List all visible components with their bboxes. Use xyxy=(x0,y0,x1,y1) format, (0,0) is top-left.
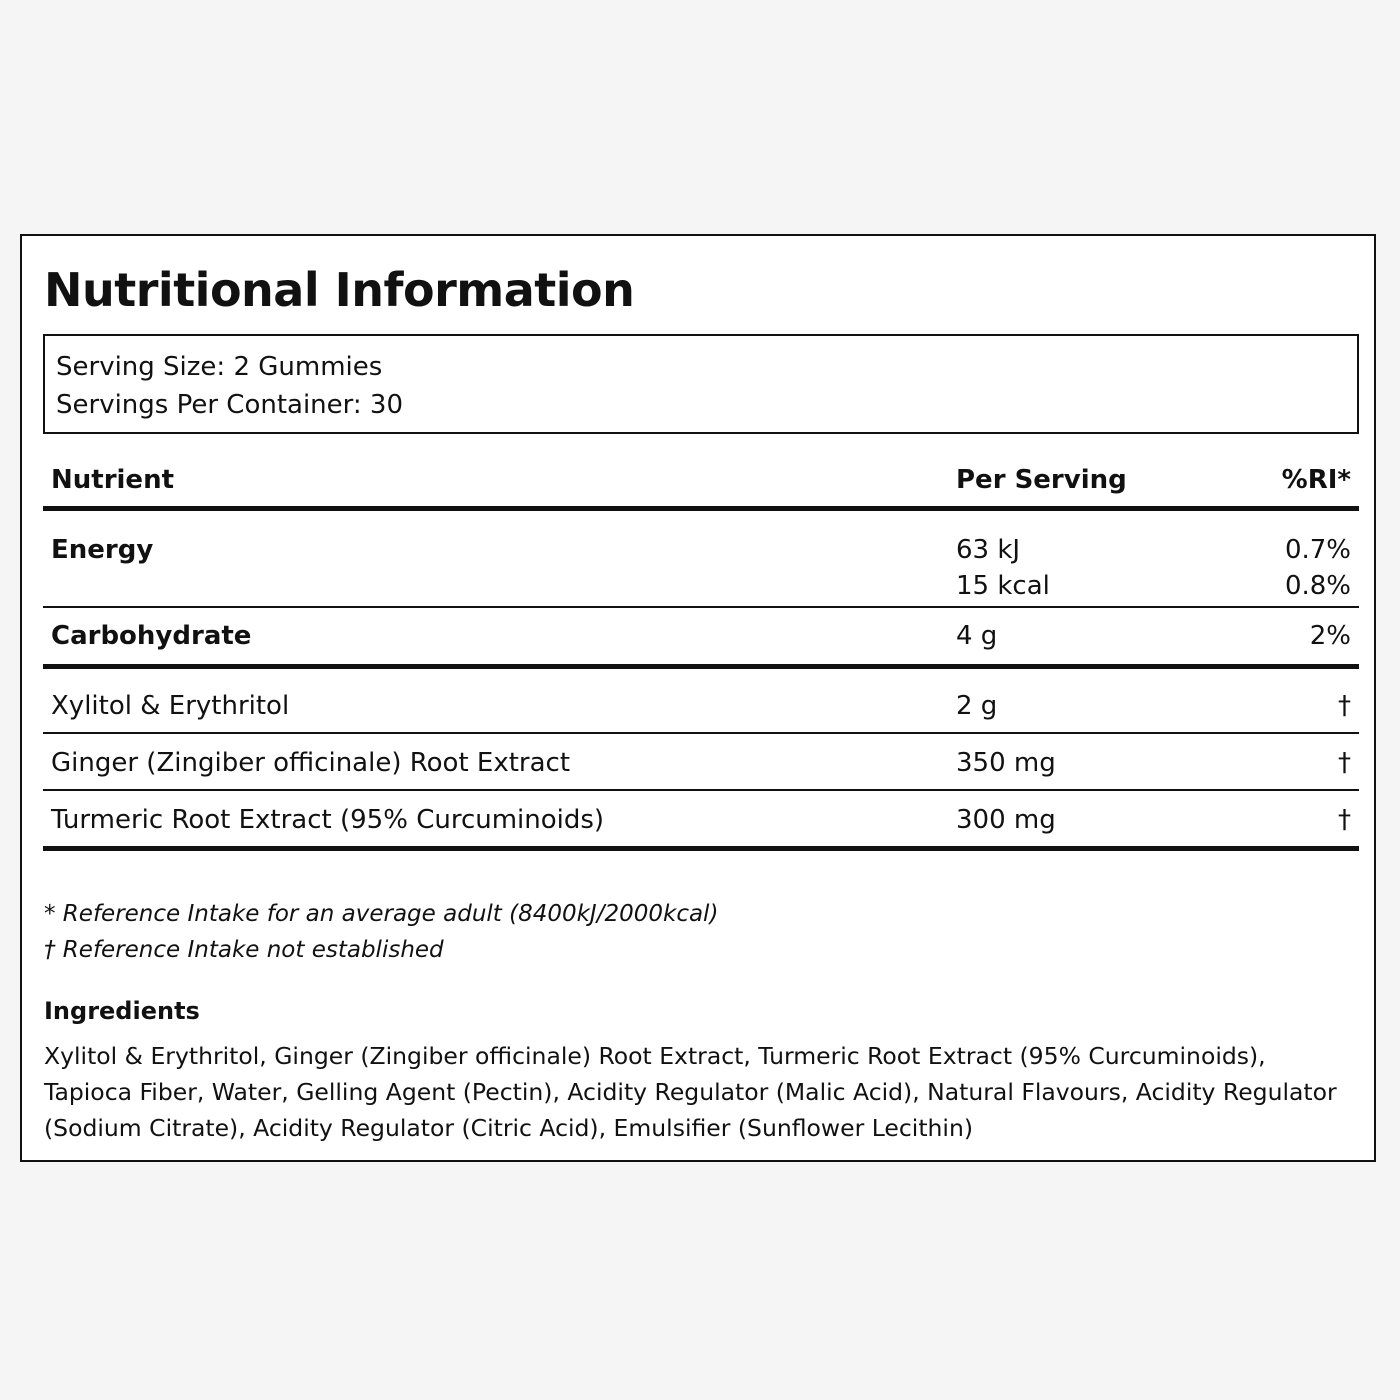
table-row: Xylitol & Erythritol 2 g † xyxy=(43,669,1359,732)
ingredient-row-name: Ginger (Zingiber officinale) Root Extrac… xyxy=(51,748,571,778)
row-divider xyxy=(43,606,1359,608)
table-row-energy-kcal: 15 kcal 0.8% xyxy=(43,569,1359,606)
table-row: Ginger (Zingiber officinale) Root Extrac… xyxy=(43,734,1359,789)
ingredient-row-ri: † xyxy=(1338,691,1351,721)
row-divider xyxy=(43,732,1359,734)
table-row-carbohydrate: Carbohydrate 4 g 2% xyxy=(43,608,1359,664)
ingredient-row-amount: 350 mg xyxy=(956,748,1056,778)
header-ri: %RI* xyxy=(1281,465,1351,495)
header-per-serving: Per Serving xyxy=(956,465,1127,495)
serving-info-box: Serving Size: 2 Gummies Servings Per Con… xyxy=(43,334,1359,434)
ingredient-row-name: Turmeric Root Extract (95% Curcuminoids) xyxy=(51,805,605,835)
carbohydrate-amount: 4 g xyxy=(956,621,998,651)
energy-kj-value: 63 kJ xyxy=(956,535,1021,565)
energy-kcal-ri: 0.8% xyxy=(1284,571,1351,601)
section-divider xyxy=(43,664,1359,669)
table-row: Turmeric Root Extract (95% Curcuminoids)… xyxy=(43,791,1359,846)
table-bottom-divider xyxy=(43,846,1359,851)
carbohydrate-name: Carbohydrate xyxy=(51,621,252,651)
ingredients-heading: Ingredients xyxy=(44,997,200,1025)
ingredient-row-ri: † xyxy=(1338,805,1351,835)
serving-size: Serving Size: 2 Gummies xyxy=(56,352,383,382)
ingredient-row-ri: † xyxy=(1338,748,1351,778)
ingredient-row-amount: 300 mg xyxy=(956,805,1056,835)
nutrient-table: Nutrient Per Serving %RI* Energy 63 kJ 0… xyxy=(43,458,1359,851)
energy-name: Energy xyxy=(51,535,154,565)
footnotes: * Reference Intake for an average adult … xyxy=(44,896,718,968)
nutrition-label: Nutritional Information Serving Size: 2 … xyxy=(20,234,1376,1162)
header-divider xyxy=(43,506,1359,511)
ingredients-text: Xylitol & Erythritol, Ginger (Zingiber o… xyxy=(44,1042,1337,1142)
dagger-footnote: † Reference Intake not established xyxy=(44,937,444,963)
table-header-row: Nutrient Per Serving %RI* xyxy=(43,458,1359,506)
header-nutrient: Nutrient xyxy=(51,465,175,495)
ingredient-row-amount: 2 g xyxy=(956,691,998,721)
row-divider xyxy=(43,789,1359,791)
energy-kcal-value: 15 kcal xyxy=(956,571,1050,601)
table-row-energy-kj: Energy 63 kJ 0.7% xyxy=(43,511,1359,569)
energy-kj-ri: 0.7% xyxy=(1284,535,1351,565)
ri-footnote: * Reference Intake for an average adult … xyxy=(44,901,719,927)
ingredient-row-name: Xylitol & Erythritol xyxy=(51,691,290,721)
carbohydrate-ri: 2% xyxy=(1309,621,1351,651)
servings-per-container: Servings Per Container: 30 xyxy=(56,390,404,420)
label-title: Nutritional Information xyxy=(44,263,635,317)
